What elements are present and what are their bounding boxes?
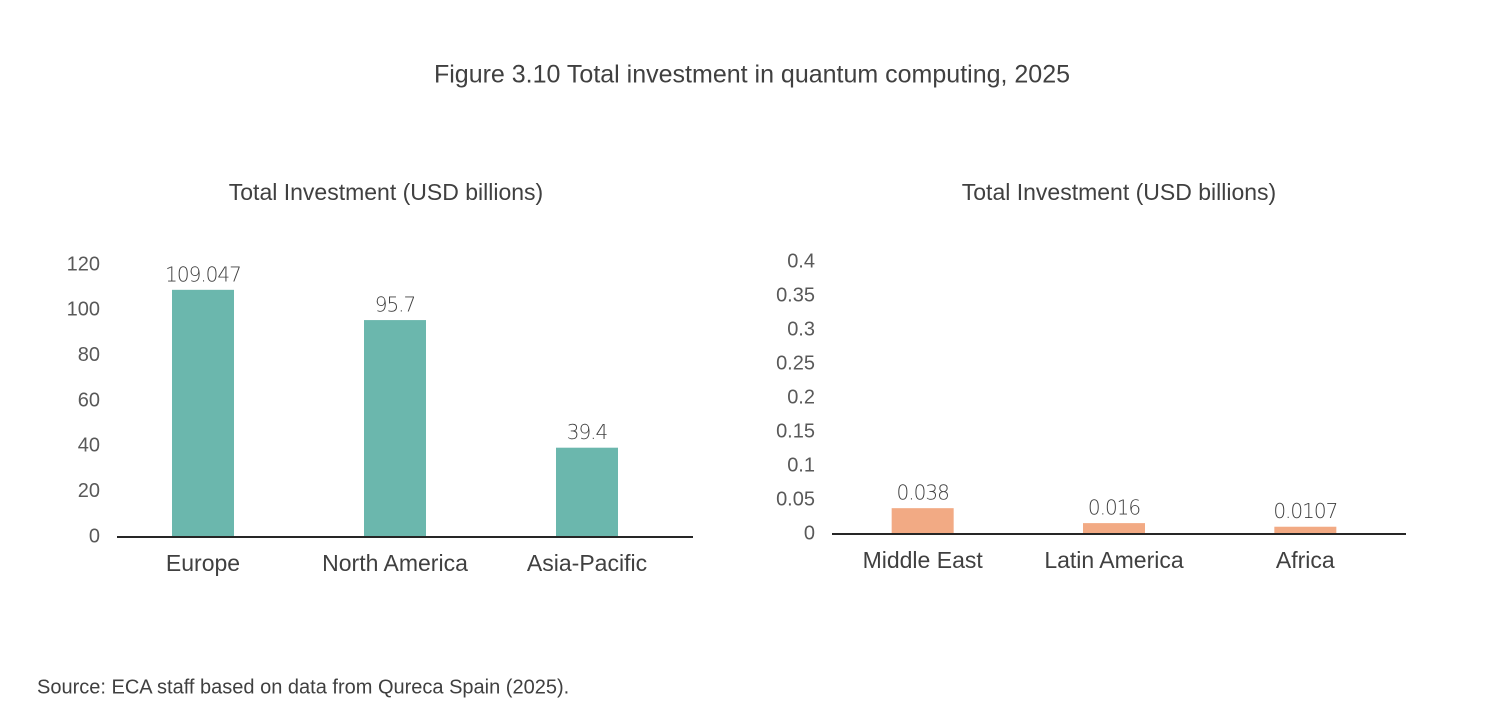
x-tick-label: Europe [166,550,240,576]
value-label: 109.047 [165,262,241,286]
y-tick-label: 0.1 [787,454,815,476]
value-label: 0.038 [897,481,949,505]
y-tick-label: 40 [78,435,100,457]
x-tick-label: North America [322,550,468,576]
bar [891,508,954,534]
x-tick-label: Middle East [863,547,984,573]
chart-title: Total Investment (USD billions) [962,179,1276,205]
y-tick-label: 0.35 [776,284,815,306]
y-tick-label: 20 [78,480,100,502]
bar [556,447,618,537]
y-tick-label: 0 [89,525,100,547]
y-tick-label: 100 [67,299,100,321]
y-tick-label: 0.25 [776,352,815,374]
y-tick-label: 80 [78,344,100,366]
bar [1274,526,1337,534]
value-label: 95.7 [375,293,416,317]
figure-title: Figure 3.10 Total investment in quantum … [434,61,1070,89]
value-label: 0.0107 [1273,499,1337,523]
y-tick-label: 0.3 [787,318,815,340]
bar [172,289,234,537]
x-tick-label: Africa [1276,547,1335,573]
bar [1083,523,1145,534]
y-tick-label: 60 [78,389,100,411]
x-tick-label: Latin America [1044,547,1184,573]
value-label: 0.016 [1088,496,1140,520]
y-tick-label: 0.4 [787,250,815,272]
chart-title: Total Investment (USD billions) [229,179,543,205]
bar [364,320,426,537]
y-tick-label: 0.2 [787,386,815,408]
y-tick-label: 0 [804,522,815,544]
value-label: 39.4 [567,420,608,444]
y-tick-label: 0.15 [776,420,815,442]
y-tick-label: 0.05 [776,488,815,510]
source-note: Source: ECA staff based on data from Qur… [37,676,569,698]
y-tick-label: 120 [67,253,100,275]
x-tick-label: Asia-Pacific [527,550,647,576]
